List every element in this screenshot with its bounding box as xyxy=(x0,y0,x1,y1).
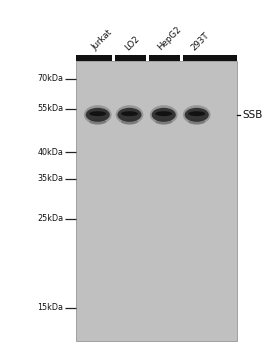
Ellipse shape xyxy=(188,119,205,125)
Bar xyxy=(76,55,112,61)
Text: LO2: LO2 xyxy=(123,34,141,52)
Ellipse shape xyxy=(183,105,211,125)
Ellipse shape xyxy=(116,105,143,125)
Text: 40kDa: 40kDa xyxy=(38,148,63,157)
Ellipse shape xyxy=(89,119,106,125)
Ellipse shape xyxy=(152,108,176,122)
Text: HepG2: HepG2 xyxy=(156,25,183,52)
Text: Jurkat: Jurkat xyxy=(90,28,114,52)
Ellipse shape xyxy=(150,105,178,125)
Ellipse shape xyxy=(117,108,142,122)
Ellipse shape xyxy=(155,111,172,116)
Text: 25kDa: 25kDa xyxy=(37,214,63,223)
Bar xyxy=(183,55,237,61)
Text: 15kDa: 15kDa xyxy=(37,303,63,313)
Text: 70kDa: 70kDa xyxy=(37,74,63,83)
Ellipse shape xyxy=(89,111,106,116)
Ellipse shape xyxy=(185,108,209,122)
Ellipse shape xyxy=(86,108,110,122)
Ellipse shape xyxy=(84,105,112,125)
Ellipse shape xyxy=(155,119,172,125)
Text: 35kDa: 35kDa xyxy=(37,174,63,183)
Bar xyxy=(149,55,180,61)
Ellipse shape xyxy=(121,111,138,116)
Text: SSB: SSB xyxy=(242,110,263,120)
Ellipse shape xyxy=(188,111,205,116)
Bar xyxy=(76,61,237,341)
Text: 293T: 293T xyxy=(189,30,211,52)
Ellipse shape xyxy=(121,119,138,125)
Bar xyxy=(115,55,146,61)
Text: 55kDa: 55kDa xyxy=(37,104,63,113)
